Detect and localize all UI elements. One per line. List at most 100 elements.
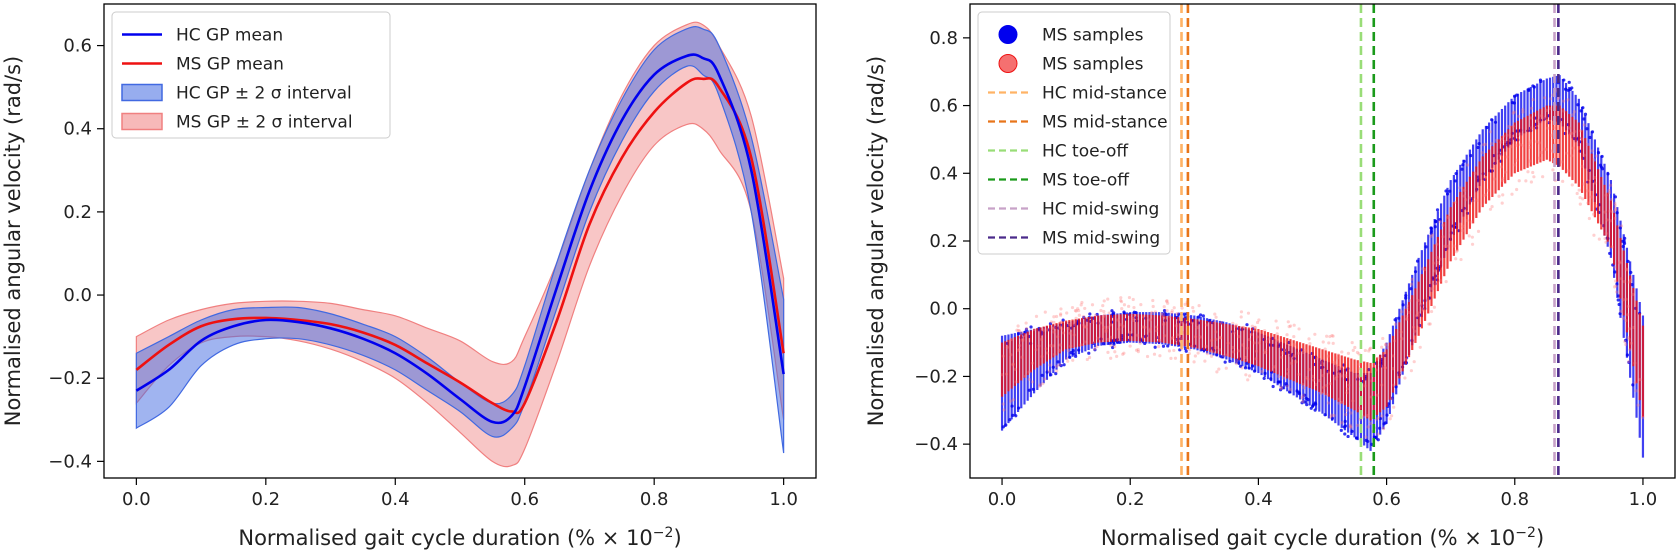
hc-sample-point <box>1220 355 1224 359</box>
ms-sample-point <box>1038 383 1042 387</box>
ms-sample-point <box>1382 351 1386 355</box>
ms-sample-point <box>1328 381 1332 386</box>
ms-sample-point <box>1345 408 1349 412</box>
ms-sample-point <box>1347 383 1351 387</box>
ms-sample-point <box>1604 240 1608 244</box>
hc-sample-point <box>1330 416 1334 420</box>
y-tick-label: 0.4 <box>63 119 92 140</box>
hc-sample-point <box>1263 371 1267 375</box>
hc-sample-point <box>1323 413 1327 417</box>
ms-sample-point <box>1505 155 1509 159</box>
ms-sample-point <box>1079 343 1083 347</box>
ms-sample-point <box>1180 306 1184 310</box>
ms-sample-point <box>1213 320 1217 324</box>
ms-sample-point <box>1390 414 1394 418</box>
ms-sample-point <box>1218 348 1222 352</box>
hc-sample-point <box>1027 388 1031 392</box>
ms-sample-point <box>1416 298 1420 303</box>
ms-sample-point <box>1403 376 1407 380</box>
ms-sample-point <box>1433 269 1437 273</box>
hc-sample-point <box>1024 327 1029 331</box>
ms-sample-point <box>1482 193 1486 198</box>
ms-sample-point <box>1432 305 1436 309</box>
legend-label: MS mid-swing <box>1042 229 1160 249</box>
ms-sample-point <box>1484 193 1488 197</box>
ms-sample-point <box>1430 287 1434 291</box>
hc-sample-point <box>1629 270 1633 275</box>
legend-box <box>111 11 391 139</box>
hc-sample-point <box>1562 78 1566 82</box>
hc-sample-point <box>1343 424 1348 428</box>
hc-sample-point <box>1385 413 1389 417</box>
ms-sample-point <box>1145 354 1150 359</box>
ms-sample-point <box>1162 322 1166 326</box>
ms-sample-point <box>1283 348 1288 352</box>
hc-sample-point <box>1623 236 1627 240</box>
hc-sample-point <box>1339 428 1343 432</box>
ms-sample-point <box>1332 360 1336 365</box>
ms-sample-point <box>1073 309 1078 313</box>
ms-sample-point <box>1357 362 1361 366</box>
ms-sample-point <box>1253 325 1257 329</box>
ms-sample-point <box>1624 342 1628 347</box>
ms-sample-point <box>1390 397 1394 401</box>
ms-sample-point <box>1381 426 1386 431</box>
ms-sample-point <box>1090 303 1095 307</box>
y-tick-label: −0.2 <box>914 366 958 387</box>
ms-sample-point <box>1529 180 1533 184</box>
ms-sample-point <box>1059 321 1063 325</box>
ms-sample-point <box>1272 365 1276 369</box>
hc-sample-point <box>1531 84 1535 88</box>
ms-sample-point <box>1507 124 1511 129</box>
x-tick-label: 1.0 <box>769 489 798 510</box>
hc-sample-point <box>1297 392 1301 396</box>
ms-sample-point <box>1166 301 1170 305</box>
ms-sample-point <box>1315 356 1320 360</box>
ms-sample-point <box>1609 183 1613 187</box>
hc-sample-point <box>1166 344 1170 348</box>
ms-sample-point <box>1027 377 1031 381</box>
ms-sample-point <box>1544 147 1548 152</box>
ms-sample-point <box>1421 267 1425 271</box>
ms-sample-point <box>1444 280 1448 284</box>
y-axis-label: Normalised angular velocity (rad/s) <box>1 56 25 427</box>
ms-sample-point <box>1521 108 1525 112</box>
ms-sample-point <box>1074 316 1078 320</box>
ms-sample-point <box>1369 395 1374 399</box>
hc-sample-point <box>1302 393 1307 397</box>
ms-sample-point <box>1551 168 1555 172</box>
hc-sample-point <box>1512 101 1516 105</box>
ms-sample-point <box>1571 113 1575 117</box>
ms-sample-point <box>1275 338 1279 343</box>
ms-sample-point <box>1537 156 1542 160</box>
hc-sample-point <box>1087 351 1091 355</box>
ms-sample-point <box>1613 216 1617 220</box>
hc-sample-point <box>1215 352 1219 357</box>
hc-sample-point <box>1111 345 1115 350</box>
ms-sample-point <box>1051 326 1055 331</box>
ms-sample-point <box>1169 356 1173 360</box>
ms-sample-point <box>1170 309 1174 313</box>
ms-sample-point <box>1304 376 1309 380</box>
ms-sample-point <box>1274 319 1278 323</box>
ms-sample-point <box>1011 362 1015 366</box>
ms-sample-point <box>1419 302 1423 306</box>
ms-sample-point <box>1059 312 1063 316</box>
ms-sample-point <box>1009 399 1013 403</box>
ms-sample-point <box>1434 282 1438 286</box>
ms-sample-point <box>1285 384 1289 388</box>
ms-sample-point <box>1321 340 1325 344</box>
hc-sample-point <box>1582 117 1586 121</box>
ms-sample-point <box>1127 304 1131 308</box>
ms-sample-point <box>1375 417 1379 421</box>
ms-sample-point <box>1141 336 1145 340</box>
ms-sample-point <box>1059 313 1063 317</box>
ms-sample-point <box>1221 354 1226 358</box>
hc-sample-point <box>1433 225 1437 229</box>
ms-sample-point <box>1234 359 1239 363</box>
ms-sample-point <box>1363 348 1367 353</box>
ms-sample-point <box>1101 304 1105 308</box>
ms-sample-point <box>1604 231 1608 236</box>
hc-sample-point <box>1608 251 1612 256</box>
hc-sample-point <box>1625 353 1629 357</box>
